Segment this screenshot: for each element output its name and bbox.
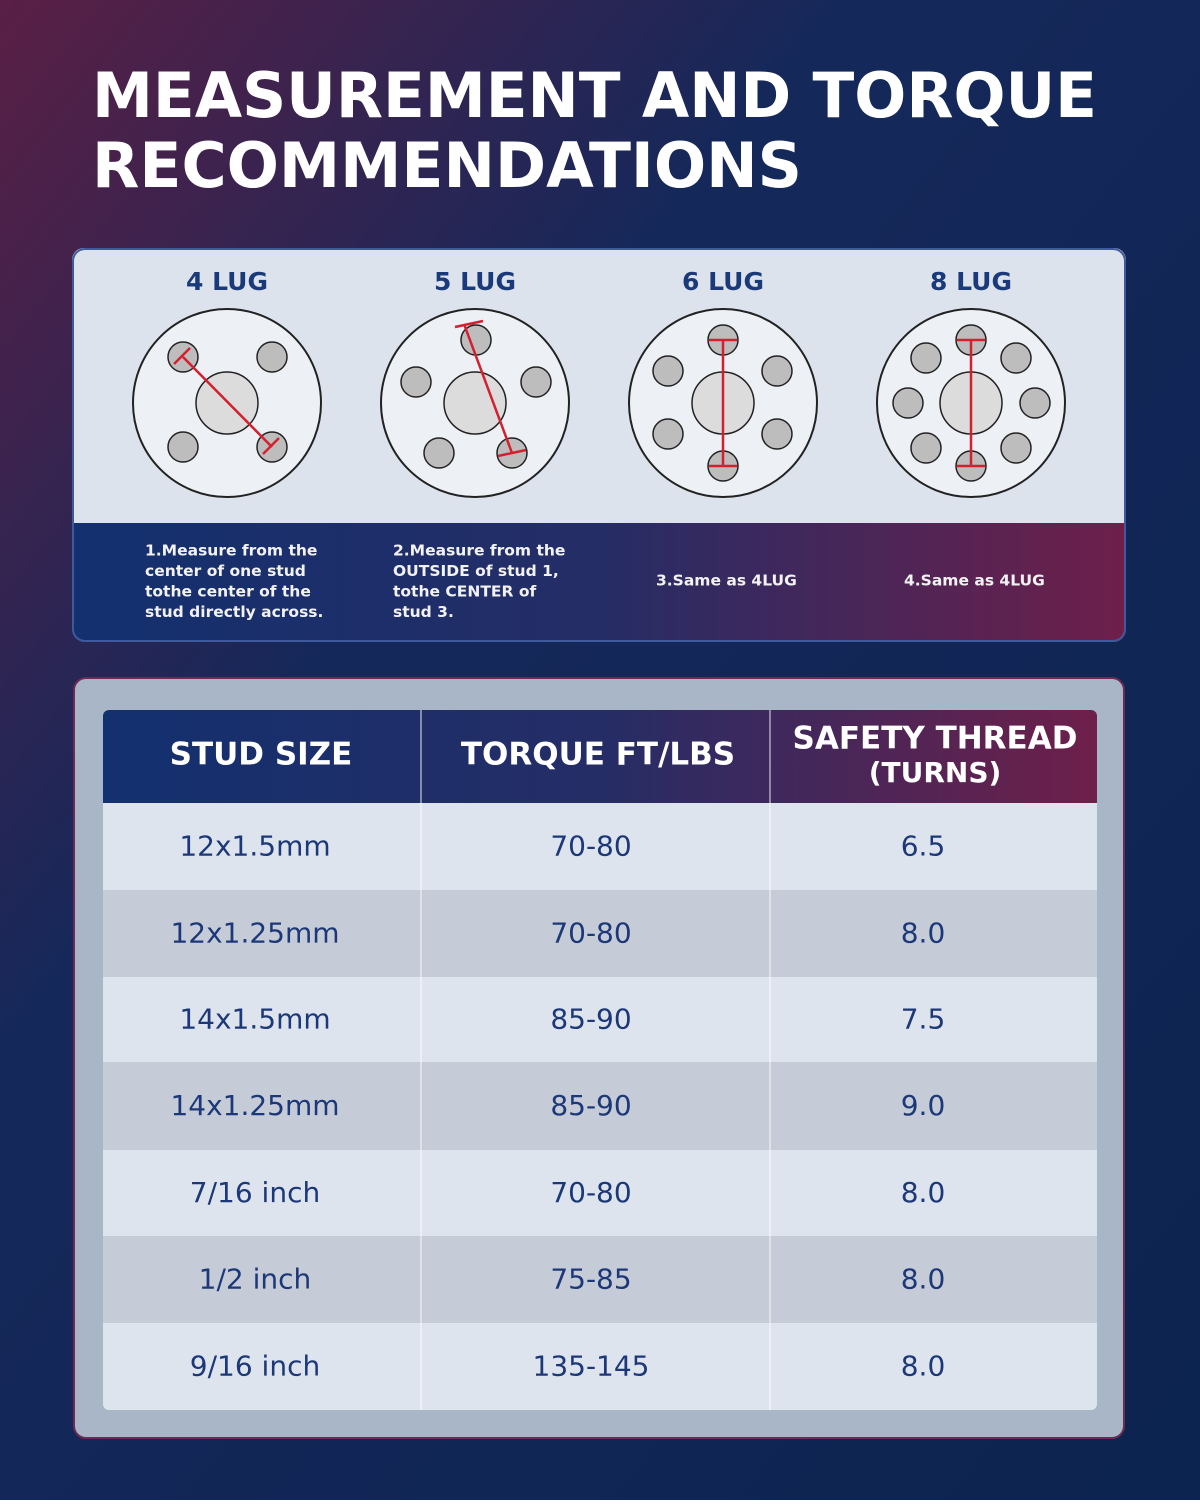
stud [910,432,942,464]
lug-label: 8 LUG [930,267,1012,296]
table-cell: 8.0 [901,1176,946,1209]
table-cell: 9/16 inch [190,1350,320,1383]
table-cell: 8.0 [901,917,946,950]
measure-cap [497,448,527,458]
table-row [103,1150,1097,1236]
table-row [103,1236,1097,1323]
stud [761,418,793,450]
lug-label: 4 LUG [186,267,268,296]
table-cell: 8.0 [901,1350,946,1383]
measure-cap [173,347,191,365]
measure-line [462,323,514,454]
lug-note: 4.Same as 4LUG [904,572,1045,590]
table-cell: 12x1.25mm [170,917,339,950]
table-cell: 7/16 inch [190,1176,320,1209]
measure-cap [262,437,280,455]
table-cell: 85-90 [550,1089,631,1122]
stud [423,437,455,469]
title-line: RECOMMENDATIONS [92,129,802,202]
table-cell: 8.0 [901,1263,946,1296]
column-header: TORQUE FT/LBS [461,737,735,773]
table-cell: 70-80 [550,917,631,950]
table-cell: 12x1.5mm [179,830,330,863]
table-row [103,1062,1097,1150]
table-row [103,890,1097,977]
stud [761,355,793,387]
table-cell: 7.5 [901,1003,946,1036]
lug-note: OUTSIDE of stud 1, [393,562,559,580]
table-cell: 14x1.5mm [179,1003,330,1036]
column-header: STUD SIZE [170,737,353,773]
stud [910,342,942,374]
lug-note: tothe CENTER of [393,583,536,601]
table-row [103,1323,1097,1410]
stud [167,431,199,463]
measure-cap [454,319,484,329]
lug-note: 1.Measure from the [145,542,317,560]
stud [1000,432,1032,464]
table-cell: 70-80 [550,1176,631,1209]
stud [892,387,924,419]
panel-border [72,248,1126,642]
torque-table: STUD SIZE TORQUE FT/LBS SAFETY THREAD(TURN… [103,710,1097,1410]
stud [652,418,684,450]
lug-note: stud directly across. [145,603,323,621]
stud [1000,342,1032,374]
table-cell: 9.0 [901,1089,946,1122]
lug-note: tothe center of the [145,583,311,601]
lug-note: 2.Measure from the [393,542,565,560]
stud [652,355,684,387]
table-cell: 85-90 [550,1003,631,1036]
table-cell: 14x1.25mm [170,1089,339,1122]
header-row [103,710,1097,803]
table-cell: 75-85 [550,1263,631,1296]
table-row [103,977,1097,1062]
column-header: SAFETY THREAD [793,721,1078,757]
lug-label: 6 LUG [682,267,764,296]
stud [400,366,432,398]
title-line: MEASUREMENT AND TORQUE [92,59,1097,132]
table-cell: 1/2 inch [199,1263,312,1296]
column-header: (TURNS) [869,756,1002,789]
stud [520,366,552,398]
lug-note: 3.Same as 4LUG [656,572,797,590]
table-row [103,803,1097,890]
lug-diagrams: 4 LUG 1.Measure from the center of one stu… [132,267,1066,621]
stud [256,341,288,373]
measure-line [182,356,273,448]
lug-note: center of one stud [145,562,306,580]
lug-label: 5 LUG [434,267,516,296]
table-cell: 135-145 [533,1350,650,1383]
table-cell: 6.5 [901,830,946,863]
hub [443,371,507,435]
table-cell: 70-80 [550,830,631,863]
stud [1019,387,1051,419]
lug-note: stud 3. [393,603,454,621]
